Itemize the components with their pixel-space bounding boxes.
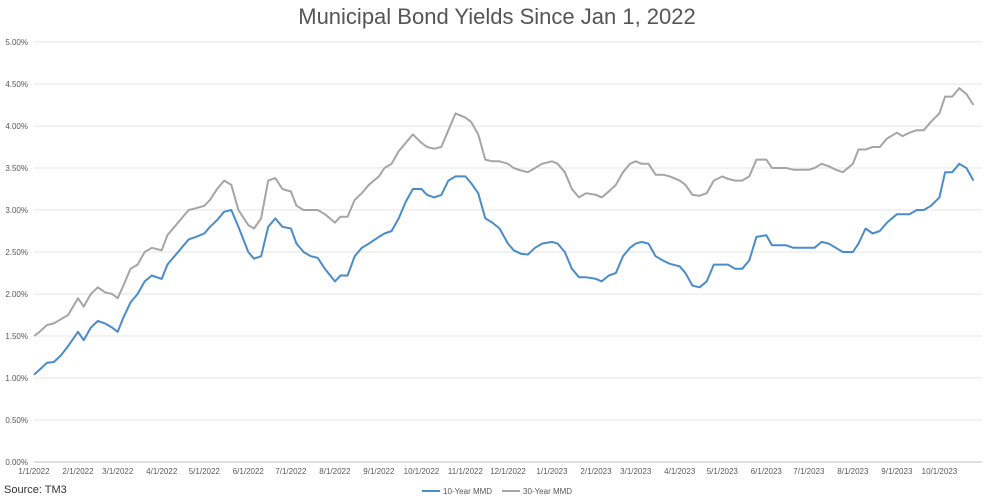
legend-label: 10-Year MMD xyxy=(443,487,492,496)
series-line-1 xyxy=(33,162,975,376)
x-tick-label: 5/1/2023 xyxy=(707,467,739,476)
y-tick-label: 3.00% xyxy=(5,206,28,215)
y-tick-label: 1.00% xyxy=(5,374,28,383)
x-tick-label: 3/1/2023 xyxy=(620,467,652,476)
x-tick-label: 6/1/2022 xyxy=(233,467,265,476)
y-tick-label: 2.00% xyxy=(5,290,28,299)
x-tick-label: 8/1/2023 xyxy=(837,467,869,476)
x-tick-label: 1/1/2022 xyxy=(18,467,50,476)
x-tick-label: 9/1/2022 xyxy=(363,467,395,476)
y-tick-label: 0.00% xyxy=(5,458,28,467)
y-tick-label: 2.50% xyxy=(5,248,28,257)
y-tick-label: 4.00% xyxy=(5,122,28,131)
x-tick-label: 10/1/2023 xyxy=(922,467,958,476)
x-tick-label: 11/1/2022 xyxy=(448,467,484,476)
source-note: Source: TM3 xyxy=(4,484,67,496)
x-tick-label: 9/1/2023 xyxy=(881,467,913,476)
x-tick-label: 2/1/2022 xyxy=(62,467,94,476)
x-tick-label: 2/1/2023 xyxy=(580,467,612,476)
y-tick-label: 0.50% xyxy=(5,416,28,425)
series-line-2 xyxy=(33,87,975,337)
x-tick-label: 5/1/2022 xyxy=(189,467,221,476)
y-tick-label: 4.50% xyxy=(5,80,28,89)
chart-title: Municipal Bond Yields Since Jan 1, 2022 xyxy=(298,4,696,29)
x-tick-label: 4/1/2023 xyxy=(664,467,696,476)
y-tick-label: 3.50% xyxy=(5,164,28,173)
x-tick-label: 8/1/2022 xyxy=(319,467,351,476)
x-tick-label: 10/1/2022 xyxy=(404,467,440,476)
x-tick-label: 4/1/2022 xyxy=(146,467,178,476)
y-tick-label: 1.50% xyxy=(5,332,28,341)
x-tick-label: 7/1/2023 xyxy=(793,467,825,476)
x-tick-label: 6/1/2023 xyxy=(751,467,783,476)
legend-label: 30-Year MMD xyxy=(523,487,572,496)
x-tick-label: 1/1/2023 xyxy=(536,467,568,476)
x-tick-label: 3/1/2022 xyxy=(102,467,134,476)
x-tick-label: 12/1/2022 xyxy=(490,467,526,476)
x-tick-label: 7/1/2022 xyxy=(275,467,307,476)
y-tick-label: 5.00% xyxy=(5,38,28,47)
